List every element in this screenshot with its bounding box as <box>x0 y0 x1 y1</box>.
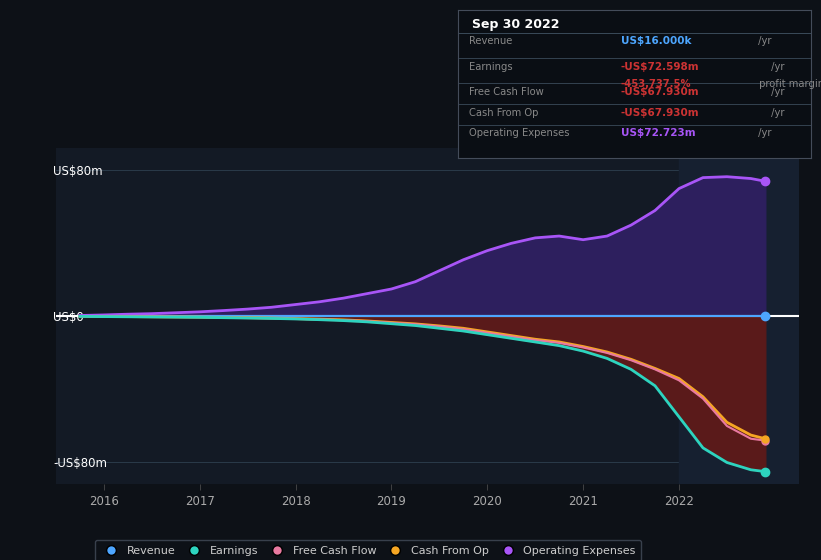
Text: US$72.723m: US$72.723m <box>621 128 695 138</box>
Text: /yr: /yr <box>768 62 785 72</box>
Text: Cash From Op: Cash From Op <box>469 108 538 118</box>
Text: US$16.000k: US$16.000k <box>621 36 691 46</box>
Text: Revenue: Revenue <box>469 36 512 46</box>
Legend: Revenue, Earnings, Free Cash Flow, Cash From Op, Operating Expenses: Revenue, Earnings, Free Cash Flow, Cash … <box>94 540 641 560</box>
Text: /yr: /yr <box>754 36 771 46</box>
Text: Earnings: Earnings <box>469 62 512 72</box>
Text: -US$67.930m: -US$67.930m <box>621 87 699 97</box>
Text: -US$67.930m: -US$67.930m <box>621 108 699 118</box>
Text: profit margin: profit margin <box>756 79 821 88</box>
Text: /yr: /yr <box>754 128 771 138</box>
Bar <box>679 148 799 484</box>
Text: -US$72.598m: -US$72.598m <box>621 62 699 72</box>
Text: Free Cash Flow: Free Cash Flow <box>469 87 544 97</box>
Text: /yr: /yr <box>768 108 785 118</box>
Text: -453,737.5%: -453,737.5% <box>621 79 691 88</box>
Text: Sep 30 2022: Sep 30 2022 <box>472 18 560 31</box>
Text: Operating Expenses: Operating Expenses <box>469 128 569 138</box>
Text: /yr: /yr <box>768 87 785 97</box>
